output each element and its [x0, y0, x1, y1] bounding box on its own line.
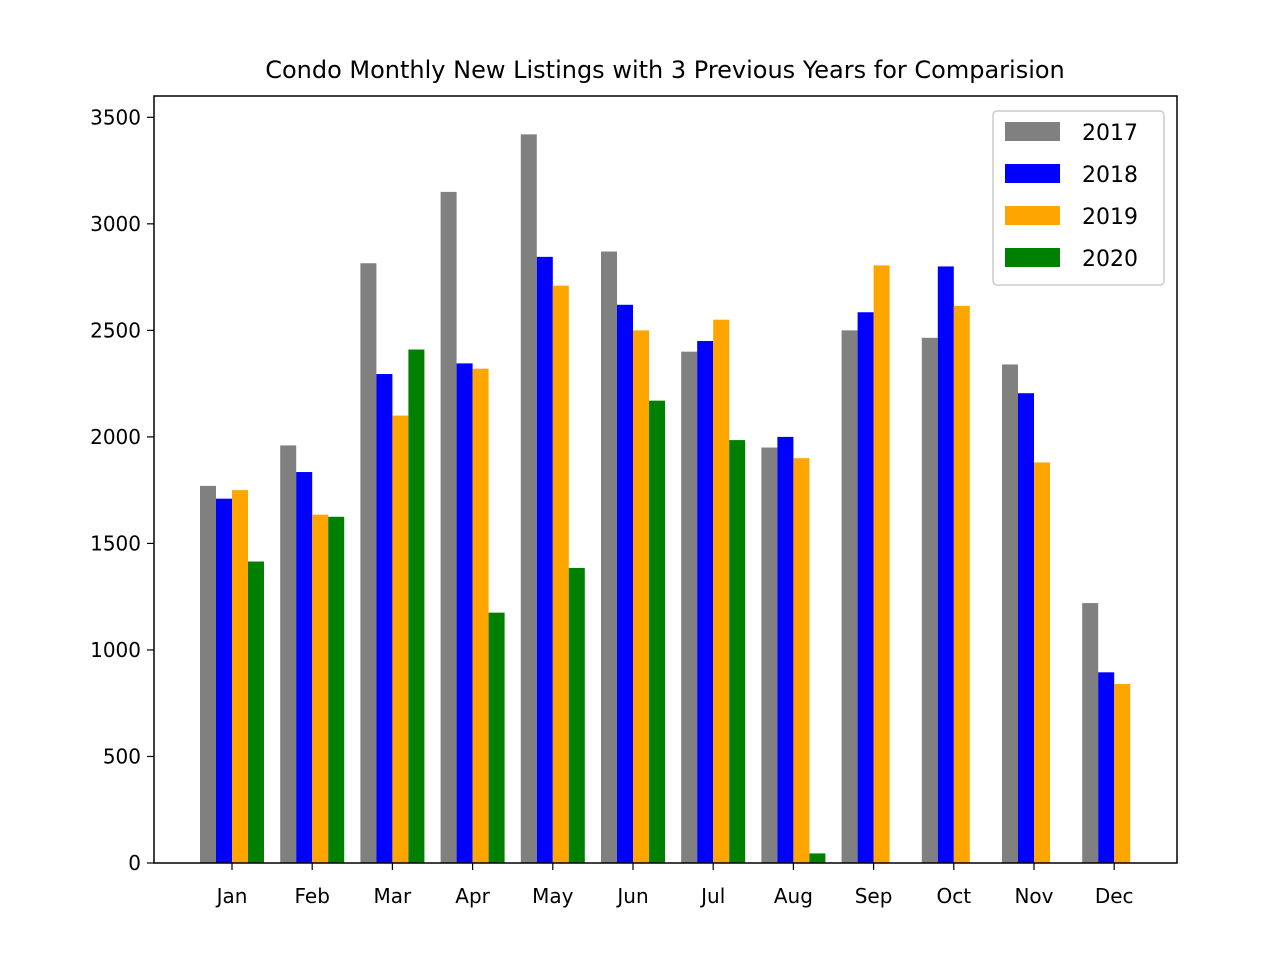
bar-2020-aug [809, 853, 826, 863]
y-tick-label: 2500 [90, 318, 141, 342]
y-tick-label: 0 [128, 851, 141, 875]
y-tick-label: 2000 [90, 425, 141, 449]
x-tick-label: Feb [294, 884, 329, 908]
x-tick-label: Jun [615, 884, 648, 908]
bar-2020-jan [248, 561, 264, 863]
legend-box [992, 110, 1165, 286]
bar-2019-apr [472, 368, 489, 863]
y-tick-label: 3000 [90, 212, 141, 236]
bar-2018-jul [697, 341, 714, 863]
legend-label-2020: 2020 [1082, 247, 1138, 272]
legend-label-2019: 2019 [1082, 205, 1138, 230]
bar-2018-may [536, 256, 553, 863]
bar-2018-jan [216, 498, 232, 863]
x-tick-label: Apr [455, 884, 490, 908]
x-tick-label: May [532, 884, 574, 908]
x-tick-label: Nov [1014, 884, 1053, 908]
bar-2017-jun [601, 251, 617, 864]
chart-title: Condo Monthly New Listings with 3 Previo… [265, 56, 1065, 84]
bar-2017-sep [841, 330, 858, 864]
legend-label-2017: 2017 [1082, 121, 1138, 146]
y-tick-label: 3500 [90, 105, 141, 129]
bar-2017-aug [761, 447, 778, 863]
bar-2017-jul [681, 351, 698, 863]
bar-2019-mar [392, 415, 409, 863]
bar-2019-nov [1034, 462, 1050, 863]
legend-swatch-2018 [1005, 164, 1060, 183]
x-tick-label: Sep [855, 884, 893, 908]
bar-2018-apr [456, 363, 473, 863]
bar-2020-may [568, 567, 585, 863]
bar-2019-feb [312, 514, 329, 863]
bar-2019-may [552, 285, 569, 863]
bar-2018-mar [376, 374, 393, 863]
bar-2017-feb [280, 445, 297, 863]
bar-2020-jul [729, 440, 746, 863]
bars-layer [200, 134, 1131, 864]
bar-2020-apr [488, 612, 505, 863]
legend-swatch-2017 [1005, 122, 1060, 141]
bar-2018-oct [937, 266, 954, 863]
x-tick-label: Jan [215, 884, 248, 908]
bar-2018-dec [1098, 672, 1115, 863]
bar-2017-dec [1082, 603, 1099, 863]
x-tick-label: Dec [1095, 884, 1134, 908]
bar-2019-jan [232, 490, 248, 863]
legend-label-2018: 2018 [1082, 163, 1138, 188]
x-tick-label: Oct [937, 884, 972, 908]
y-tick-label: 1000 [90, 638, 141, 662]
bar-2019-oct [953, 305, 970, 863]
legend: 2017 2018 2019 2020 [992, 110, 1165, 286]
bar-2020-mar [408, 349, 425, 863]
axes-layer: 0 500 1000 1500 2000 2500 3000 3500 Jan Feb Mar Apr… [90, 95, 1178, 908]
y-tick-label: 1500 [90, 531, 141, 555]
bar-2017-nov [1002, 364, 1018, 863]
bar-2018-aug [777, 436, 794, 863]
bar-2017-oct [921, 337, 938, 863]
legend-swatch-2020 [1005, 248, 1060, 267]
bar-2017-mar [360, 263, 377, 863]
bar-2019-aug [793, 458, 810, 863]
x-tick-label: Mar [374, 884, 413, 908]
bar-2020-feb [328, 516, 345, 863]
y-tick-label: 500 [103, 744, 141, 768]
x-tick-label: Jul [699, 884, 725, 908]
bar-2017-apr [440, 191, 457, 863]
bar-2018-jun [617, 304, 633, 863]
bar-2017-may [520, 134, 537, 864]
bar-2017-jan [200, 485, 216, 863]
bar-2018-feb [296, 472, 313, 863]
bar-2018-nov [1018, 393, 1034, 863]
bar-2018-sep [857, 312, 874, 863]
plot-frame [153, 95, 1178, 864]
bar-2019-jun [633, 330, 649, 864]
x-tick-label: Aug [774, 884, 813, 908]
bar-2019-jul [713, 319, 730, 863]
bar-2019-dec [1114, 684, 1131, 863]
bar-2020-jun [649, 400, 665, 863]
bar-2019-sep [873, 265, 890, 864]
legend-swatch-2019 [1005, 206, 1060, 225]
